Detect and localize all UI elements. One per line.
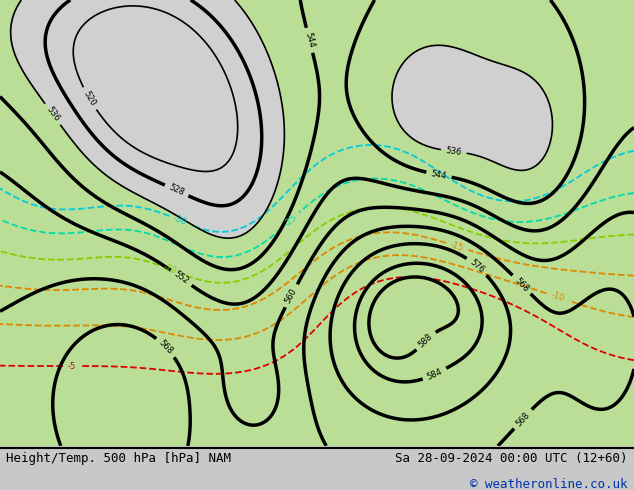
Text: -30: -30 (172, 214, 188, 227)
Text: 552: 552 (172, 270, 190, 286)
Text: 576: 576 (468, 258, 486, 275)
Text: 536: 536 (44, 105, 61, 123)
Text: © weatheronline.co.uk: © weatheronline.co.uk (470, 478, 628, 490)
Text: -20: -20 (162, 263, 178, 276)
Text: 560: 560 (283, 287, 299, 305)
Text: 568: 568 (513, 276, 531, 294)
Text: -10: -10 (550, 291, 566, 303)
Text: Sa 28-09-2024 00:00 UTC (12+60): Sa 28-09-2024 00:00 UTC (12+60) (395, 452, 628, 465)
Text: -5: -5 (68, 362, 76, 370)
Text: 528: 528 (167, 183, 186, 198)
Text: 544: 544 (430, 169, 448, 181)
Text: Height/Temp. 500 hPa [hPa] NAM: Height/Temp. 500 hPa [hPa] NAM (6, 452, 231, 465)
Text: 568: 568 (157, 339, 174, 356)
Text: -25: -25 (283, 213, 299, 228)
Text: 568: 568 (514, 410, 531, 428)
Text: 544: 544 (303, 31, 316, 49)
Text: 584: 584 (425, 367, 444, 382)
Text: 588: 588 (417, 332, 434, 349)
Text: 536: 536 (445, 146, 462, 157)
Text: -15: -15 (450, 240, 465, 253)
Text: 520: 520 (82, 90, 98, 108)
